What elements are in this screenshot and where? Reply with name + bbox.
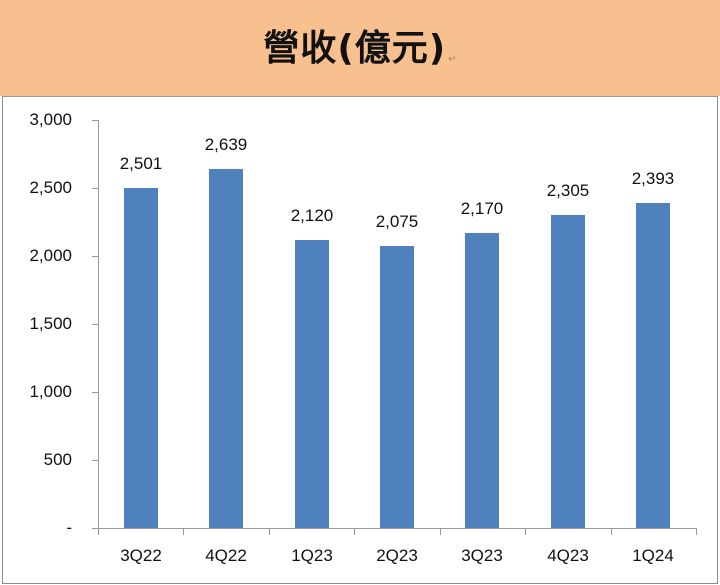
value-label: 2,393	[631, 169, 675, 188]
bar-3q22	[124, 188, 158, 528]
bar-4q23	[551, 215, 585, 528]
x-tick	[440, 528, 441, 535]
x-tick	[611, 528, 612, 535]
x-tick	[696, 528, 697, 535]
y-tick-label: 3,000	[29, 110, 72, 129]
x-tick-label: 3Q23	[461, 546, 503, 565]
value-label: 2,501	[119, 154, 163, 173]
y-tick	[92, 392, 98, 393]
bar-3q23	[465, 233, 499, 528]
x-tick	[98, 528, 99, 535]
y-tick	[92, 188, 98, 189]
y-tick-label: 1,500	[29, 314, 72, 333]
value-label: 2,639	[204, 135, 248, 154]
bar-4q22	[209, 169, 243, 528]
bar-1q23	[295, 240, 329, 528]
x-tick-label: 2Q23	[376, 546, 418, 565]
x-tick	[525, 528, 526, 535]
x-tick-label: 1Q23	[291, 546, 333, 565]
x-tick-label: 4Q22	[205, 546, 247, 565]
y-tick	[92, 256, 98, 257]
bar-1q24	[636, 203, 670, 528]
x-tick-label: 1Q24	[632, 546, 674, 565]
title-band: 營收(億元) ↵	[0, 0, 720, 96]
value-label: 2,305	[546, 181, 590, 200]
y-tick-label: 500	[43, 450, 72, 469]
y-tick-label: 1,000	[29, 382, 72, 401]
y-tick-label: 2,500	[29, 178, 72, 197]
x-axis-line	[92, 528, 697, 529]
x-tick	[183, 528, 184, 535]
y-tick-label: 2,000	[29, 246, 72, 265]
value-label: 2,120	[290, 206, 334, 225]
x-tick	[269, 528, 270, 535]
y-tick	[92, 324, 98, 325]
bar-2q23	[380, 246, 414, 528]
value-label: 2,075	[375, 212, 419, 231]
paragraph-mark-icon: ↵	[448, 53, 457, 65]
value-label: 2,170	[460, 199, 504, 218]
y-tick	[92, 460, 98, 461]
x-tick	[354, 528, 355, 535]
x-tick-label: 4Q23	[547, 546, 589, 565]
chart-frame	[2, 96, 718, 584]
y-tick	[92, 120, 98, 121]
y-axis-line	[98, 120, 99, 529]
x-tick-label: 3Q22	[120, 546, 162, 565]
y-tick-label: -	[66, 518, 72, 537]
y-tick	[92, 528, 98, 529]
chart-title: 營收(億元)	[263, 28, 447, 69]
